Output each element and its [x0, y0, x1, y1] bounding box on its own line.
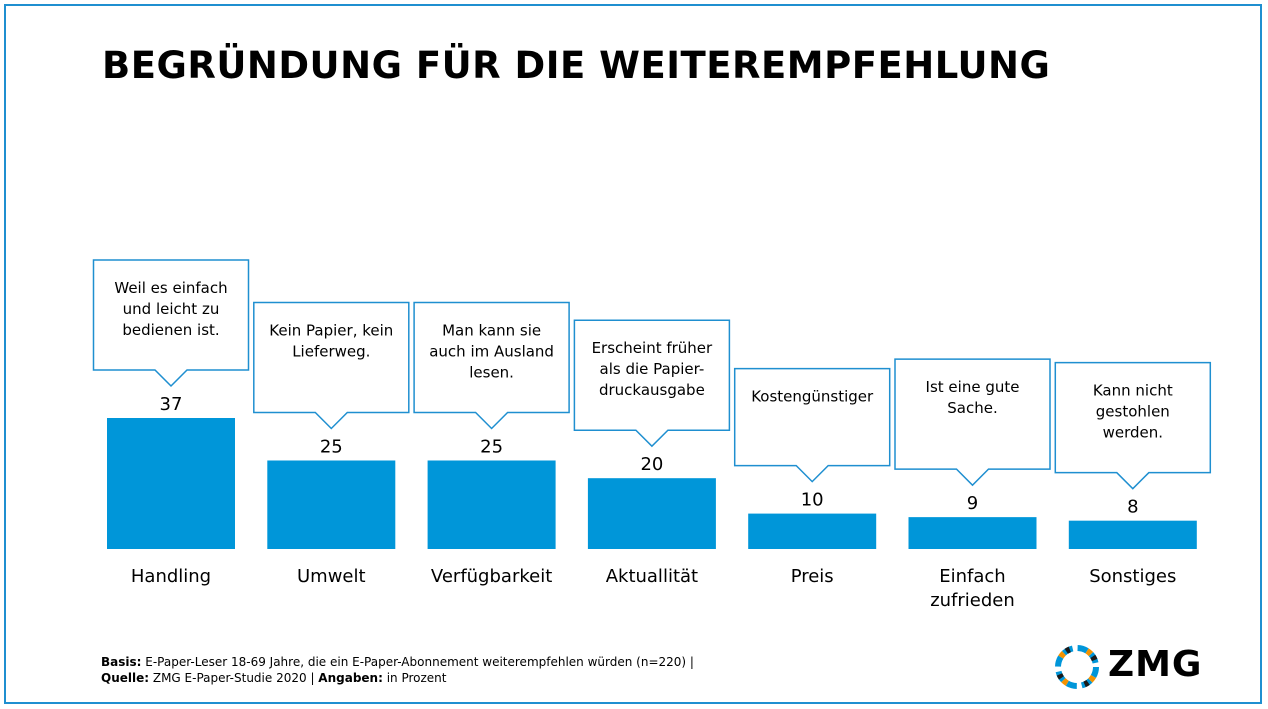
zmg-logo-icon — [1055, 645, 1099, 689]
callout-text: Kein Papier, kein — [269, 321, 393, 339]
callout-text: als die Papier- — [600, 360, 705, 378]
page-title: BEGRÜNDUNG FÜR DIE WEITEREMPFEHLUNG — [102, 44, 1051, 87]
callout-box — [1054, 361, 1212, 490]
callout-text: Ist eine gute — [926, 378, 1020, 396]
callout-text: Weil es einfach — [114, 279, 227, 297]
bar — [587, 478, 716, 549]
bar — [427, 460, 556, 549]
callout-text: Erscheint früher — [592, 339, 713, 357]
bar-value-label: 8 — [1127, 497, 1138, 518]
callout-box — [92, 259, 250, 388]
logo-text: ZMG — [1108, 644, 1203, 685]
callout-box — [413, 301, 570, 430]
bar-value-label: 37 — [160, 394, 183, 415]
callout-text: gestohlen — [1096, 403, 1170, 421]
callout-text: Kostengünstiger — [751, 388, 874, 406]
callout-text: werden. — [1103, 424, 1163, 442]
category-label: Umwelt — [297, 566, 366, 587]
callout-text: Lieferweg. — [292, 342, 370, 360]
quelle-label: Quelle: — [101, 671, 150, 685]
callout-text: Kann nicht — [1093, 382, 1173, 400]
basis-text: E-Paper-Leser 18-69 Jahre, die ein E-Pap… — [141, 655, 694, 669]
bar — [748, 513, 877, 549]
category-label: Aktuallität — [606, 566, 698, 587]
zmg-logo: ZMG — [1052, 642, 1212, 692]
callout-text: druckausgabe — [599, 381, 705, 399]
bar-value-label: 20 — [640, 454, 663, 475]
slide-frame — [4, 4, 1262, 704]
callout-text: Man kann sie — [442, 321, 541, 339]
category-label: zufrieden — [930, 590, 1015, 611]
footer-source: Quelle: ZMG E-Paper-Studie 2020 | Angabe… — [101, 670, 694, 686]
bar — [1068, 520, 1197, 549]
bar — [267, 460, 396, 549]
footer-note: Basis: E-Paper-Leser 18-69 Jahre, die ei… — [101, 654, 694, 686]
bar — [107, 418, 235, 549]
callout-text: lesen. — [469, 363, 514, 381]
category-label: Preis — [791, 566, 834, 587]
category-label: Sonstiges — [1089, 566, 1176, 587]
angaben-text: in Prozent — [382, 671, 447, 685]
callout-box — [894, 358, 1051, 487]
bar-value-label: 9 — [967, 493, 978, 514]
bar — [908, 517, 1037, 549]
callout-text: bedienen ist. — [122, 321, 219, 339]
category-label: Handling — [131, 566, 211, 587]
bar-value-label: 25 — [480, 436, 503, 457]
callout-box — [253, 301, 410, 430]
callout-text: und leicht zu — [123, 300, 220, 318]
callout-box — [573, 319, 731, 448]
bar-value-label: 25 — [320, 436, 343, 457]
basis-label: Basis: — [101, 655, 142, 669]
quelle-text: ZMG E-Paper-Studie 2020 | — [149, 671, 319, 685]
angaben-label: Angaben: — [318, 671, 383, 685]
callout-box — [733, 367, 891, 483]
callout-text: Sache. — [947, 399, 997, 417]
category-label: Einfach — [939, 566, 1005, 587]
callout-text: auch im Ausland — [429, 342, 554, 360]
footer-basis: Basis: E-Paper-Leser 18-69 Jahre, die ei… — [101, 654, 694, 670]
bar-value-label: 10 — [801, 490, 824, 511]
category-label: Verfügbarkeit — [431, 566, 552, 587]
